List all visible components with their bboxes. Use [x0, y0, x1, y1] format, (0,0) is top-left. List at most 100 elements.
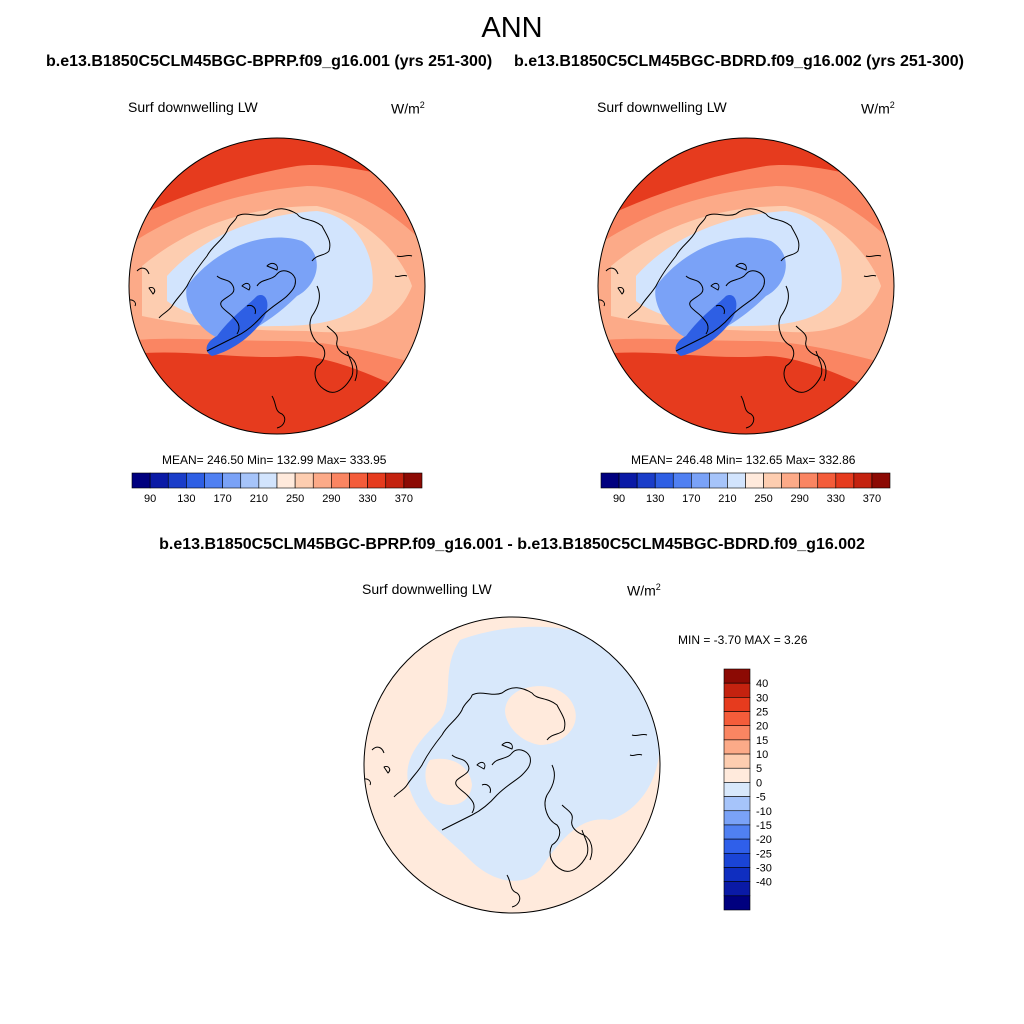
- diff-colorbar-swatch: [723, 796, 751, 812]
- diff-colorbar-tick-label: -40: [756, 877, 772, 889]
- right-colorbar-swatch: [691, 472, 710, 489]
- right-colorbar-swatch: [745, 472, 764, 489]
- difference-title: b.e13.B1850C5CLM45BGC-BPRP.f09_g16.001 -…: [159, 536, 865, 553]
- right-colorbar-swatch: [853, 472, 873, 489]
- diff-colorbar-tick-label: -10: [756, 806, 772, 818]
- right-map-border: [597, 137, 895, 435]
- diff-colorbar-swatch: [723, 739, 751, 755]
- left-colorbar-swatch: [276, 472, 296, 489]
- diff-colorbar-tick-label: -20: [756, 834, 772, 846]
- diff-colorbar-swatch: [723, 697, 751, 712]
- diff-colorbar-tick-label: -5: [756, 792, 766, 804]
- diff-colorbar-tick-label: -25: [756, 848, 772, 860]
- right-colorbar-swatch: [654, 472, 674, 489]
- right-colorbar-swatch: [871, 472, 891, 489]
- left-colorbar-swatch: [294, 472, 314, 489]
- right-colorbar-swatch: [600, 472, 620, 489]
- plot-title: ANN: [481, 12, 543, 44]
- diff-colorbar-swatch: [723, 725, 751, 741]
- diff-units-label: W/m2: [627, 582, 661, 599]
- diff-colorbar-tick-label: -15: [756, 820, 772, 832]
- left-colorbar-tick-label: 330: [358, 493, 376, 505]
- right-colorbar-tick-label: 290: [791, 493, 809, 505]
- right-colorbar-tick-label: 210: [718, 493, 736, 505]
- diff-colorbar-tick-label: 20: [756, 721, 768, 733]
- diff-stats: MIN = -3.70 MAX = 3.26: [678, 633, 808, 647]
- right-colorbar-swatch: [799, 472, 819, 489]
- left-colorbar-swatch: [186, 472, 205, 489]
- right-colorbar-swatch: [636, 472, 656, 489]
- left-map-border: [128, 137, 426, 435]
- left-colorbar-swatch: [240, 472, 260, 489]
- left-variable-label: Surf downwelling LW: [128, 99, 258, 115]
- left-case-title: b.e13.B1850C5CLM45BGC-BPRP.f09_g16.001 (…: [46, 53, 493, 70]
- diff-colorbar-swatch: [723, 668, 751, 684]
- left-colorbar: 90 130 170 210 250 290 330 370: [131, 472, 423, 505]
- diff-variable-label: Surf downwelling LW: [362, 581, 492, 597]
- left-colorbar-swatch: [149, 472, 169, 489]
- right-map: [598, 138, 894, 434]
- left-colorbar-swatch: [222, 472, 242, 489]
- right-colorbar-tick-label: 90: [613, 493, 625, 505]
- left-map: [129, 138, 425, 434]
- diff-colorbar-swatch: [723, 767, 751, 783]
- right-colorbar-swatch: [835, 472, 855, 489]
- left-colorbar-tick-label: 290: [322, 493, 340, 505]
- right-colorbar-swatch: [763, 472, 782, 489]
- diff-colorbar-tick-label: 10: [756, 749, 768, 761]
- diff-colorbar-swatch: [723, 852, 751, 868]
- left-stats: MEAN= 246.50 Min= 132.99 Max= 333.95: [162, 453, 387, 467]
- diff-colorbar-swatch: [723, 753, 751, 769]
- left-colorbar-swatch: [167, 472, 187, 489]
- diff-colorbar: 40 30 25 20 15 10 5 0 -5 -10 -15 -20 -25 -30 -40: [723, 668, 772, 911]
- right-stats: MEAN= 246.48 Min= 132.65 Max= 332.86: [631, 453, 856, 467]
- diff-colorbar-tick-label: 0: [756, 777, 762, 789]
- left-colorbar-swatch: [131, 472, 151, 489]
- left-colorbar-tick-label: 370: [395, 493, 413, 505]
- diff-colorbar-tick-label: 30: [756, 692, 768, 704]
- diff-colorbar-swatch: [723, 682, 751, 698]
- left-colorbar-tick-label: 210: [250, 493, 268, 505]
- left-colorbar-swatch: [204, 472, 223, 489]
- diff-colorbar-swatch: [723, 867, 751, 882]
- right-colorbar-tick-label: 370: [863, 493, 881, 505]
- right-colorbar-swatch: [781, 472, 800, 489]
- right-variable-label: Surf downwelling LW: [597, 99, 727, 115]
- left-colorbar-tick-label: 170: [213, 493, 231, 505]
- diff-map-border: [363, 616, 661, 914]
- diff-map: [364, 617, 660, 913]
- diff-colorbar-tick-label: 40: [756, 678, 768, 690]
- right-colorbar-swatch: [672, 472, 692, 489]
- left-colorbar-swatch: [349, 472, 368, 489]
- right-colorbar-swatch: [727, 472, 746, 489]
- left-colorbar-tick-label: 250: [286, 493, 304, 505]
- right-colorbar: 90 130 170 210 250 290 330 370: [600, 472, 891, 505]
- right-colorbar-tick-label: 330: [827, 493, 845, 505]
- right-colorbar-tick-label: 170: [682, 493, 700, 505]
- right-colorbar-swatch: [709, 472, 728, 489]
- right-case-title: b.e13.B1850C5CLM45BGC-BDRD.f09_g16.002 (…: [514, 53, 964, 70]
- left-colorbar-swatch: [385, 472, 405, 489]
- right-colorbar-tick-label: 130: [646, 493, 664, 505]
- right-colorbar-swatch: [618, 472, 638, 489]
- left-colorbar-swatch: [312, 472, 332, 489]
- diff-colorbar-swatch: [723, 810, 751, 826]
- left-colorbar-tick-label: 90: [144, 493, 156, 505]
- diff-colorbar-tick-label: -30: [756, 862, 772, 874]
- diff-colorbar-swatch: [723, 782, 751, 797]
- diff-colorbar-tick-label: 15: [756, 735, 768, 747]
- right-colorbar-tick-label: 250: [754, 493, 772, 505]
- diff-colorbar-swatch: [723, 838, 751, 854]
- diff-colorbar-swatch: [723, 824, 751, 840]
- left-colorbar-swatch: [258, 472, 278, 489]
- left-units-label: W/m2: [391, 100, 425, 117]
- left-colorbar-swatch: [367, 472, 387, 489]
- left-colorbar-swatch: [331, 472, 350, 489]
- left-colorbar-tick-label: 130: [177, 493, 195, 505]
- diff-colorbar-swatch: [723, 895, 751, 911]
- diff-colorbar-tick-label: 25: [756, 707, 768, 719]
- right-colorbar-swatch: [817, 472, 837, 489]
- diff-colorbar-swatch: [723, 711, 751, 727]
- diff-colorbar-swatch: [723, 881, 751, 897]
